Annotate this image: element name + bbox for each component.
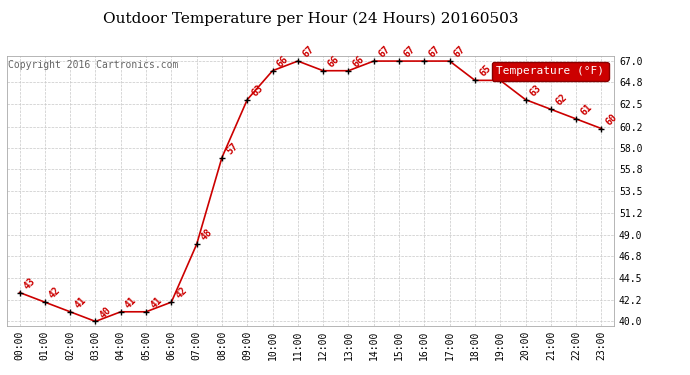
Text: 60: 60 bbox=[604, 112, 620, 127]
Text: 42: 42 bbox=[48, 285, 63, 301]
Text: 41: 41 bbox=[124, 295, 139, 310]
Text: 40: 40 bbox=[98, 304, 113, 320]
Text: Copyright 2016 Cartronics.com: Copyright 2016 Cartronics.com bbox=[8, 60, 179, 70]
Text: 66: 66 bbox=[275, 54, 290, 69]
Text: 63: 63 bbox=[250, 83, 265, 98]
Text: 62: 62 bbox=[553, 93, 569, 108]
Text: 67: 67 bbox=[402, 44, 417, 60]
Text: 65: 65 bbox=[503, 63, 518, 79]
Text: 67: 67 bbox=[452, 44, 468, 60]
Text: 63: 63 bbox=[528, 83, 544, 98]
Text: 67: 67 bbox=[376, 44, 392, 60]
Text: 66: 66 bbox=[326, 54, 341, 69]
Text: 57: 57 bbox=[224, 141, 240, 156]
Text: 61: 61 bbox=[579, 102, 594, 117]
Text: 66: 66 bbox=[351, 54, 366, 69]
Text: 41: 41 bbox=[72, 295, 88, 310]
Text: 48: 48 bbox=[199, 228, 215, 243]
Text: Outdoor Temperature per Hour (24 Hours) 20160503: Outdoor Temperature per Hour (24 Hours) … bbox=[103, 11, 518, 26]
Text: 67: 67 bbox=[300, 44, 316, 60]
Text: 65: 65 bbox=[477, 63, 493, 79]
Text: 67: 67 bbox=[427, 44, 442, 60]
Legend: Temperature (°F): Temperature (°F) bbox=[492, 62, 609, 81]
Text: 41: 41 bbox=[148, 295, 164, 310]
Text: 42: 42 bbox=[174, 285, 189, 301]
Text: 43: 43 bbox=[22, 276, 37, 291]
